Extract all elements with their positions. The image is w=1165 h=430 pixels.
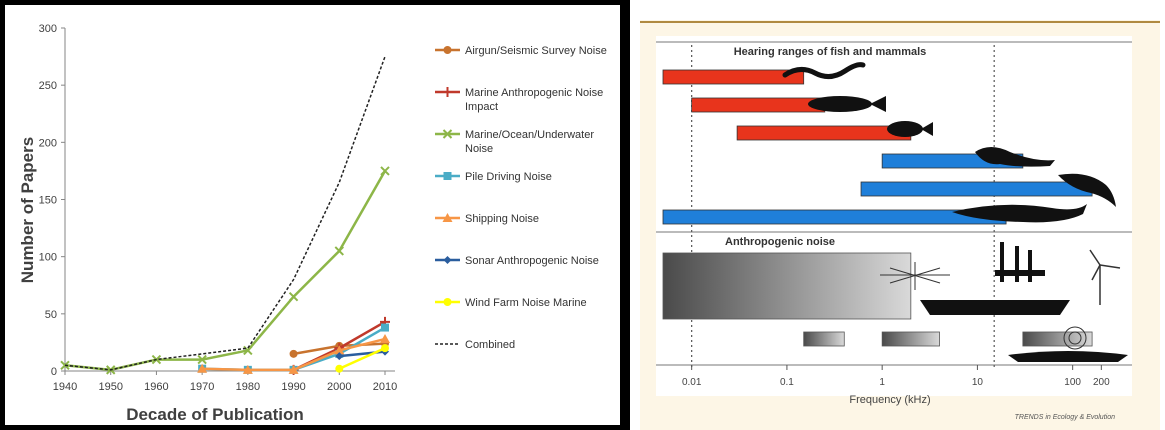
perch-silhouette [887,121,923,137]
x-tick-label: 2010 [373,381,397,393]
data-point [335,352,344,361]
x-tick-label: 1940 [53,381,77,393]
data-point [288,291,299,302]
frequency-tick-label: 100 [1064,377,1081,388]
figure-credit: TRENDS in Ecology & Evolution [1015,414,1115,421]
frequency-axis-label: Frequency (kHz) [849,394,930,406]
left-chart-panel: 0 50 100 150 200 250 300 1940 1950 1960 1970 1980 19… [0,0,630,430]
data-point [242,364,253,374]
legend-label: Combined [465,339,515,351]
frequency-tick-label: 0.01 [682,377,702,388]
series-line [338,346,386,370]
data-point [380,166,390,176]
data-point [381,344,389,353]
oil-rig-icon [995,242,1045,282]
legend-label: Marine/Ocean/Underwater Noise [465,129,594,155]
y-tick-label: 50 [45,309,57,321]
x-tick-label: 1970 [190,381,214,393]
legend-label: Airgun/Seismic Survey Noise [465,45,607,57]
x-tick-label: 2000 [327,381,351,393]
series-2 [60,166,390,375]
legend-label: Marine Anthropogenic Noise Impact [465,87,603,113]
x-axis-label: Decade of Publication [126,405,304,424]
airgun-icon [880,262,950,290]
cod-silhouette [808,96,872,112]
data-point [197,354,207,365]
legend-item: Pile Driving Noise [435,171,552,183]
legend-label: Sonar Anthropogenic Noise [465,255,599,267]
seal-silhouette [975,147,1055,167]
legend-label: Shipping Noise [465,213,539,225]
legend-label: Pile Driving Noise [465,171,552,183]
y-tick-label: 100 [39,252,57,264]
data-point [442,213,453,222]
data-point [380,333,390,343]
y-tick-label: 300 [39,23,57,35]
series-line [64,56,386,371]
noise-range-bar [881,331,940,347]
legend-item: Sonar Anthropogenic Noise [435,255,599,267]
data-point [443,172,452,180]
noise-range-bar [662,252,912,320]
legend-item: Shipping Noise [435,213,539,225]
frequency-tick-label: 0.1 [780,377,794,388]
whale-silhouette [952,204,1087,223]
y-axis-label: Number of Papers [18,137,37,283]
submarine-sonar-icon [1008,326,1128,362]
wind-turbine-icon [1089,249,1121,305]
right-figure-panel: Hearing ranges of fish and mammals Anthr… [630,0,1165,430]
papers-line-chart: 0 50 100 150 200 250 300 1940 1950 1960 1970 1980 19… [5,5,620,425]
frequency-tick-label: 200 [1093,377,1110,388]
x-tick-label: 1950 [98,381,122,393]
frequency-tick-label: 1 [879,377,885,388]
legend-item: Wind Farm Noise Marine [435,297,587,309]
data-point [443,46,452,54]
data-point [334,246,344,256]
hearing-ranges-figure: Hearing ranges of fish and mammals Anthr… [630,0,1165,430]
data-point [197,363,208,373]
series-4 [197,333,390,374]
hearing-range-bar [662,69,805,85]
series-6 [335,344,389,373]
data-point [381,323,389,332]
hearing-range-bar [736,125,912,141]
x-tick-label: 1990 [281,381,305,393]
noise-section-title: Anthropogenic noise [725,236,835,248]
y-tick-label: 150 [39,195,57,207]
noise-range-bar [1022,331,1093,347]
legend-item: Marine/Ocean/Underwater Noise [435,129,594,155]
hearing-range-bar [691,97,826,113]
x-tick-label: 1980 [236,381,260,393]
data-point [443,256,452,264]
series-line [64,170,387,372]
animal-silhouettes [782,62,1128,362]
hearing-section-title: Hearing ranges of fish and mammals [734,46,927,58]
legend-item: Marine Anthropogenic Noise Impact [435,87,603,113]
hearing-range-bar [860,181,1093,197]
chart-background [5,5,620,425]
data-point [442,87,453,97]
eel-silhouette [782,62,866,79]
x-tick-label: 1960 [144,381,168,393]
legend-item: Combined [435,339,515,351]
noise-range-bar [803,331,845,347]
data-point [335,364,344,373]
y-tick-label: 200 [39,137,57,149]
legend-label: Wind Farm Noise Marine [465,297,587,309]
y-tick-label: 250 [39,80,57,92]
data-point [289,349,298,358]
data-point [442,129,453,139]
frequency-tick-label: 10 [972,377,984,388]
data-point [334,345,345,355]
ship-icon [920,300,1070,315]
dolphin-silhouette [1058,173,1116,207]
series-7 [64,56,386,371]
data-point [288,364,299,374]
y-tick-label: 0 [51,366,57,378]
data-point [60,360,70,370]
legend-item: Airgun/Seismic Survey Noise [435,45,607,57]
data-point [443,298,452,306]
